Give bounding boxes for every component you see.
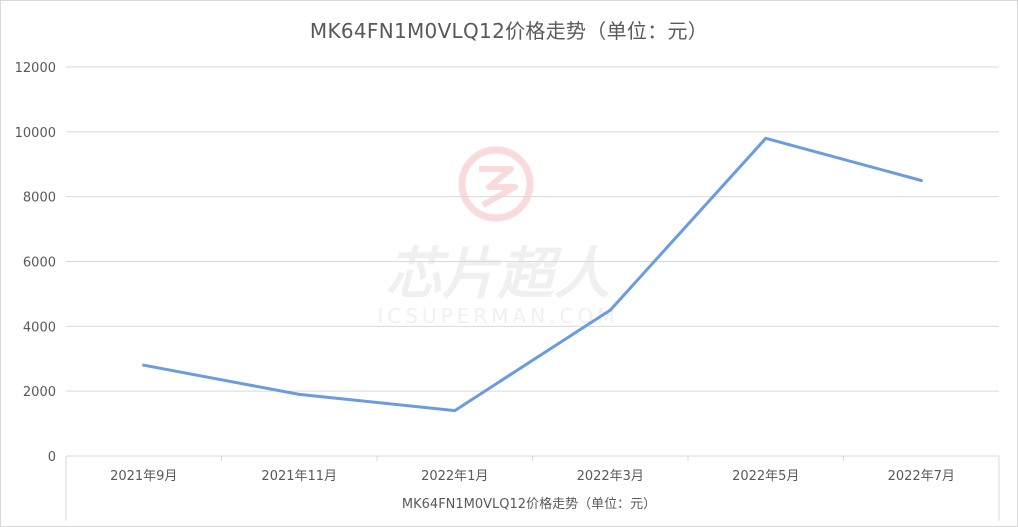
x-tick-label: 2021年9月	[110, 469, 177, 484]
data-point	[453, 409, 457, 413]
watermark-sub-text: ICSUPERMAN.COM	[377, 304, 618, 328]
x-tick-label: 2022年3月	[577, 469, 644, 484]
data-point	[142, 363, 146, 367]
data-point	[919, 178, 923, 182]
data-point	[608, 308, 612, 312]
x-axis-label: MK64FN1M0VLQ12价格走势（单位：元）	[402, 496, 656, 512]
y-tick-label: 6000	[23, 256, 56, 271]
data-point	[297, 392, 301, 396]
watermark-main-text: 芯片超人	[386, 242, 610, 307]
series-line	[142, 136, 923, 413]
data-point	[764, 136, 768, 140]
x-tick-label: 2022年7月	[888, 469, 955, 484]
y-tick-label: 8000	[23, 191, 56, 206]
gridlines	[66, 66, 999, 392]
watermark-logo	[458, 146, 534, 222]
x-tick-label: 2022年5月	[732, 469, 799, 484]
y-tick-label: 0	[48, 450, 56, 465]
chart-title: MK64FN1M0VLQ12价格走势（单位：元）	[309, 19, 709, 43]
y-axis-ticks: 0 2000 4000 6000 8000 10000 12000	[15, 61, 56, 465]
x-tick-label: 2021年11月	[261, 469, 337, 484]
y-tick-label: 4000	[23, 320, 56, 335]
y-tick-label: 10000	[15, 126, 56, 141]
series-layer	[142, 136, 923, 413]
x-axis: 2021年9月 2021年11月 2022年1月 2022年3月 2022年5月 2022…	[65, 455, 1000, 521]
y-tick-label: 12000	[15, 61, 56, 76]
watermark: 芯片超人 ICSUPERMAN.COM	[377, 146, 618, 328]
x-tick-label: 2022年1月	[421, 469, 488, 484]
y-tick-label: 2000	[23, 385, 56, 400]
